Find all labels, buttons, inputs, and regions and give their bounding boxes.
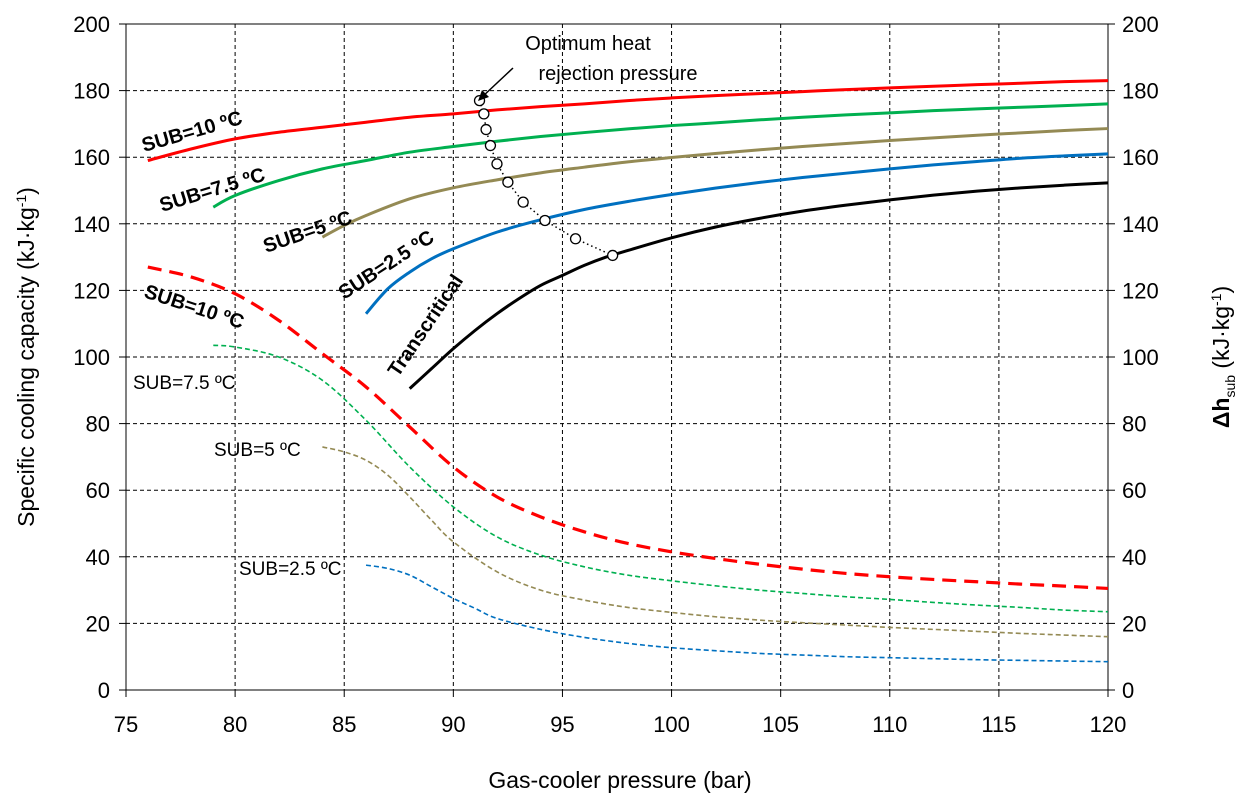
- y2-axis-title-main: Δh: [1208, 398, 1234, 429]
- y2-tick-label: 60: [1122, 478, 1146, 503]
- label-sub7-5-dh: SUB=7.5 ºC: [133, 373, 236, 394]
- y-tick-label: 20: [86, 611, 110, 636]
- annotation-line2: rejection pressure: [539, 63, 698, 85]
- series-sub-2-5-c-left-line: [364, 152, 1109, 315]
- y2-tick-label: 80: [1122, 412, 1146, 437]
- y-axis-title-main: Specific cooling capacity (kJ·kg: [13, 207, 39, 527]
- y2-tick-label: 160: [1122, 145, 1159, 170]
- annotation-line1: Optimum heat: [525, 33, 651, 55]
- y-tick-label: 60: [86, 478, 110, 503]
- y2-axis-title-end: ): [1208, 286, 1234, 294]
- x-tick-label: 100: [653, 712, 690, 737]
- y2-tick-label: 0: [1122, 678, 1134, 703]
- series-sub-7-5-c-left-line: [212, 102, 1109, 209]
- series-sub-7-5-c-right-line: [213, 344, 1109, 613]
- optimum-pressure-marker: [480, 123, 492, 136]
- series-sub-5-c-left-line: [321, 127, 1109, 239]
- optimum-pressure-marker: [502, 176, 514, 188]
- y2-tick-label: 140: [1122, 212, 1159, 237]
- y-tick-label: 180: [73, 79, 110, 104]
- optimum-pressure-marker: [484, 139, 497, 152]
- y2-axis-title-sub: sub: [1222, 375, 1238, 398]
- x-tick-label: 120: [1090, 712, 1127, 737]
- x-tick-label: 75: [114, 712, 138, 737]
- tick-labels: 75 80 85 90 95 100 105 110 115 120 0 0 20 20 40 40 60 60 8…: [73, 12, 1158, 737]
- optimum-pressure-marker: [517, 196, 529, 208]
- y-tick-label: 40: [86, 545, 110, 570]
- x-tick-label: 90: [441, 712, 465, 737]
- y-tick-label: 120: [73, 278, 110, 303]
- optimum-pressure-marker: [606, 249, 619, 262]
- y2-tick-label: 200: [1122, 12, 1159, 37]
- x-tick-label: 105: [762, 712, 799, 737]
- y-axis-title-end: ): [13, 187, 39, 195]
- label-sub2-5-dh: SUB=2.5 ºC: [239, 559, 342, 580]
- y2-axis-title-sup: -1: [1208, 293, 1224, 306]
- y2-axis-title-rest: (kJ·kg: [1208, 306, 1234, 375]
- y-tick-label: 140: [73, 212, 110, 237]
- annotation-arrowhead: [478, 90, 489, 101]
- x-tick-label: 115: [981, 712, 1016, 737]
- y2-tick-label: 40: [1122, 545, 1146, 570]
- series-sub-10-c-left-line: [147, 79, 1109, 162]
- x-axis-title: Gas-cooler pressure (bar): [488, 767, 751, 793]
- series-sub-5-c-right-line: [322, 446, 1109, 638]
- y-tick-label: 100: [73, 345, 110, 370]
- series-transcritical-left-line: [408, 181, 1109, 390]
- y-tick-label: 200: [73, 12, 110, 37]
- optimum-pressure-marker: [569, 233, 582, 245]
- x-tick-label: 85: [332, 712, 356, 737]
- label-sub5-dh: SUB=5 ºC: [214, 440, 301, 461]
- y2-tick-label: 120: [1122, 278, 1159, 303]
- series-sub-10-c-right-line: [147, 265, 1109, 591]
- x-tick-label: 110: [872, 712, 907, 737]
- y2-tick-label: 100: [1122, 345, 1159, 370]
- optimum-pressure-marker: [539, 214, 551, 227]
- y-tick-label: 160: [73, 145, 110, 170]
- x-tick-label: 95: [550, 712, 574, 737]
- y-tick-label: 80: [86, 412, 110, 437]
- series-sub-2-5-c-right-line: [365, 564, 1109, 663]
- y2-tick-label: 180: [1122, 79, 1159, 104]
- optimum-pressure-marker: [491, 158, 503, 170]
- series-layer: [147, 79, 1109, 663]
- x-tick-label: 80: [223, 712, 247, 737]
- y2-tick-label: 20: [1122, 611, 1146, 636]
- y-axis-title-sup: -1: [13, 195, 29, 208]
- optimum-pressure-line: [478, 100, 613, 257]
- y2-axis-title: Δhsub (kJ·kg-1): [1208, 286, 1238, 428]
- y-axis-title: Specific cooling capacity (kJ·kg-1): [13, 187, 39, 527]
- annotation-arrow: [480, 67, 514, 99]
- y-tick-label: 0: [98, 678, 110, 703]
- optimum-pressure-marker: [478, 108, 490, 120]
- gridlines: [119, 23, 1115, 697]
